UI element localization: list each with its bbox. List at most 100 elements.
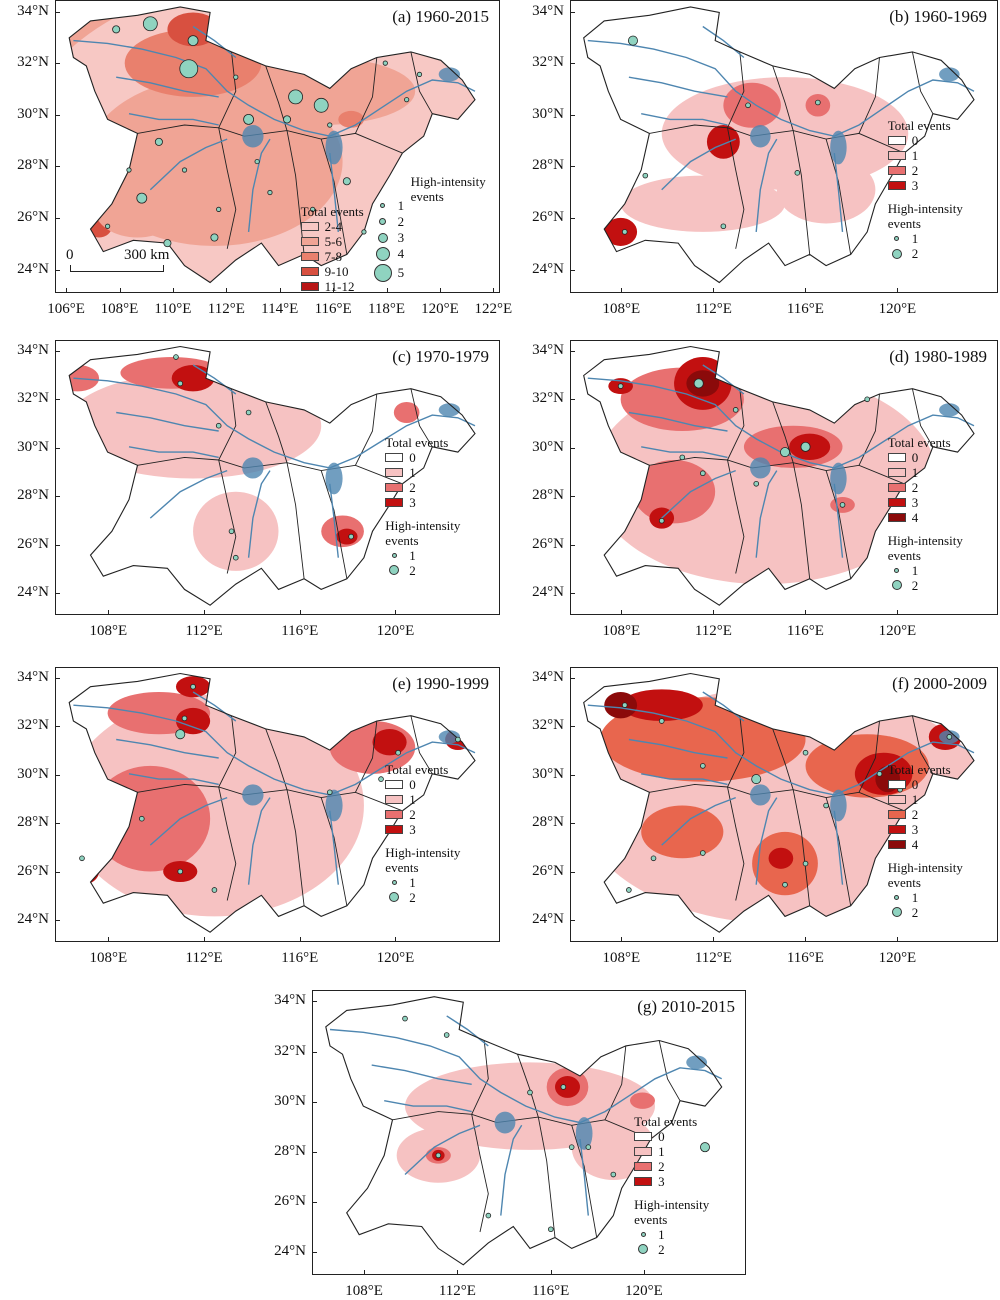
high-intensity-event-marker xyxy=(348,533,354,540)
legend-total-label: 0 xyxy=(911,449,919,465)
high-intensity-event-marker xyxy=(232,554,239,561)
y-tick xyxy=(570,920,575,921)
river xyxy=(371,1064,472,1085)
high-intensity-event-marker xyxy=(313,97,329,113)
sub-basin-boundary xyxy=(471,1114,489,1233)
x-axis-label: 116°E xyxy=(786,950,824,966)
sub-basin-boundary xyxy=(772,65,794,131)
legend-high-row: 1 xyxy=(385,875,460,890)
y-tick xyxy=(55,678,60,679)
river xyxy=(446,1015,489,1047)
legend-total-label: 1 xyxy=(911,464,919,480)
legend-swatch xyxy=(385,824,404,834)
legend-total-row: 9-10 xyxy=(300,263,364,279)
river xyxy=(247,470,271,558)
high-intensity-event-marker xyxy=(823,802,829,809)
high-intensity-event-marker xyxy=(779,447,790,458)
y-axis-label: 30°N xyxy=(274,1092,306,1109)
legend-total-label: 7-8 xyxy=(324,248,342,264)
legend-circle-icon xyxy=(377,232,388,243)
lake xyxy=(242,457,264,479)
x-tick xyxy=(621,610,623,615)
x-axis-label: 122°E xyxy=(474,301,513,317)
y-axis-label: 32°N xyxy=(17,54,49,71)
y-axis-label: 32°N xyxy=(532,717,564,734)
y-axis-label: 28°N xyxy=(532,487,564,504)
y-tick xyxy=(55,920,60,921)
map-frame-c: (c) 1970-1979 Total events 0 1 2 3 High-intens… xyxy=(55,340,500,615)
high-intensity-event-marker xyxy=(154,137,163,146)
shading-patch xyxy=(193,491,279,571)
legend-high-row: 1 xyxy=(385,548,460,563)
legend-circle-wrap xyxy=(888,907,906,917)
high-intensity-event-marker xyxy=(181,167,188,173)
river xyxy=(116,76,219,98)
legend-total-row: 1 xyxy=(887,148,963,163)
x-tick xyxy=(333,288,335,293)
lake xyxy=(438,730,461,744)
y-tick xyxy=(570,399,575,401)
y-axis-label: 28°N xyxy=(17,487,49,504)
x-axis-label: 108°E xyxy=(100,301,139,317)
high-intensity-event-marker xyxy=(560,1084,567,1090)
basin-outline xyxy=(68,6,476,284)
sub-basin-boundary xyxy=(320,470,348,579)
legend-total-label: 11-12 xyxy=(324,278,355,293)
sub-basin-boundary xyxy=(571,1125,598,1238)
legend-high-row: 2 xyxy=(374,214,404,230)
legend-total-label: 3 xyxy=(409,821,416,837)
x-tick xyxy=(226,288,228,293)
x-axis-label: 108°E xyxy=(602,950,641,966)
y-tick xyxy=(312,1051,317,1053)
y-axis-label: 34°N xyxy=(532,2,564,19)
legend-swatch xyxy=(385,809,404,819)
river xyxy=(329,153,339,232)
river xyxy=(641,773,728,786)
sub-basin-boundary xyxy=(265,728,288,790)
high-intensity-event-marker xyxy=(621,229,628,235)
high-intensity-event-marker xyxy=(173,354,179,360)
legend-circle-icon xyxy=(391,552,397,558)
legend-high-label: 1 xyxy=(397,198,405,214)
panel-title-c: (c) 1970-1979 xyxy=(392,347,489,366)
river xyxy=(702,25,745,59)
legend-circle-wrap xyxy=(385,565,403,575)
legend-high-label: 2 xyxy=(409,562,416,578)
shading-patch xyxy=(90,765,211,872)
x-tick xyxy=(108,937,110,942)
legend-gap xyxy=(634,1189,709,1197)
legend-total-row: 11-12 xyxy=(300,278,364,293)
high-intensity-event-marker xyxy=(416,71,423,77)
high-intensity-event-marker xyxy=(177,380,184,387)
high-intensity-event-marker xyxy=(216,206,222,212)
legend-total-label: 3 xyxy=(911,494,919,510)
legend-circle-wrap xyxy=(373,263,392,282)
lake xyxy=(242,124,264,148)
shading-patch xyxy=(805,94,831,117)
shading-patch xyxy=(175,707,211,735)
high-intensity-event-marker xyxy=(228,528,235,535)
legend-total-label: 9-10 xyxy=(324,263,349,279)
river xyxy=(755,138,778,232)
legend-swatch xyxy=(300,236,319,246)
legend-swatch xyxy=(887,497,906,507)
high-intensity-event-marker xyxy=(876,771,883,777)
legend-circle-icon xyxy=(380,203,386,209)
lake xyxy=(830,130,847,165)
legend-e: Total events 0 1 2 3 High-intensity events 1 2 xyxy=(385,762,460,905)
legend-swatch xyxy=(634,1146,653,1156)
high-intensity-event-marker xyxy=(585,1144,592,1150)
legend-circle-wrap xyxy=(888,236,906,242)
y-axis-label: 32°N xyxy=(532,390,564,407)
y-tick xyxy=(570,823,575,825)
sub-basin-boundary xyxy=(286,462,305,579)
high-intensity-event-marker xyxy=(610,1171,617,1178)
high-intensity-event-marker xyxy=(187,35,199,47)
legend-total-row: 3 xyxy=(385,495,460,510)
legend-gap xyxy=(888,852,963,860)
legend-total-row: 4 xyxy=(887,510,963,525)
legend-high-title: High-intensity xyxy=(887,532,963,548)
legend-total-row: 0 xyxy=(385,450,460,465)
high-intensity-event-marker xyxy=(142,16,158,32)
legend-a: High-intensity events Total events 2-4 5-6 7-… xyxy=(300,174,486,292)
